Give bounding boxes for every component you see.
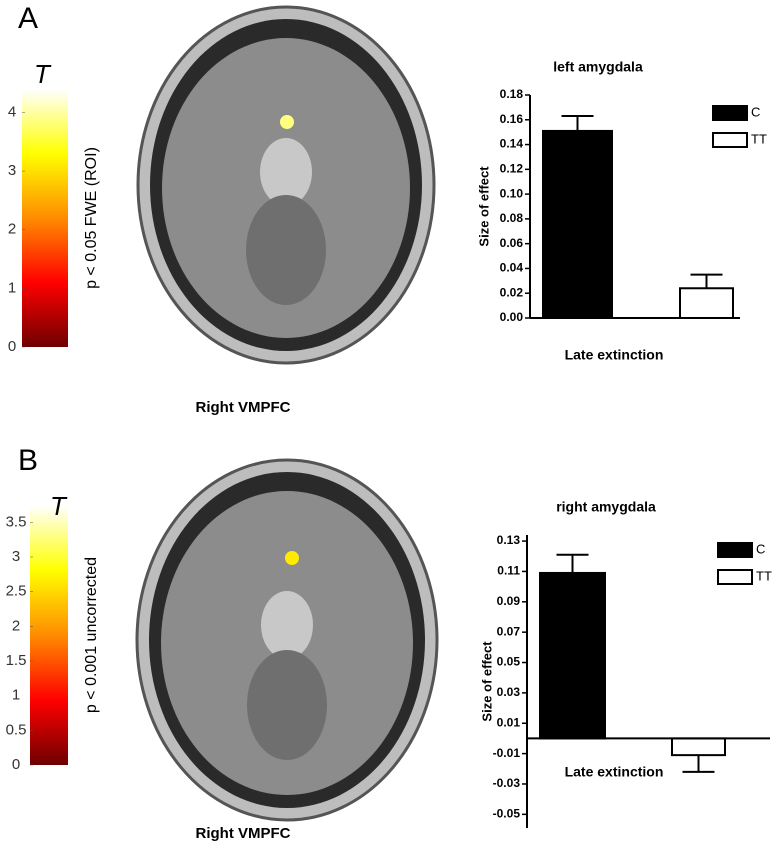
y-tick-label: 0.05 <box>497 655 521 669</box>
y-tick-label: -0.03 <box>493 776 521 790</box>
bar-chart: left amygdala 0.00 0.02 0.04 0.06 0.08 0.10 0.1… <box>476 59 767 363</box>
legend-label: TT <box>751 131 767 146</box>
chart-title: right amygdala <box>556 499 656 515</box>
colorbar-tick-label: 2 <box>12 617 20 634</box>
brain-image <box>136 5 436 365</box>
colorbar-tick-label: 1 <box>8 279 16 296</box>
colorbar-tick-label: 4 <box>8 103 16 120</box>
colorbar-tick-label: 1 <box>12 687 20 704</box>
y-tick-label: 0.13 <box>497 533 521 547</box>
bar <box>671 737 726 757</box>
y-tick-label: 0.07 <box>497 624 521 638</box>
y-tick-label: 0.10 <box>500 186 524 200</box>
y-tick-label: 0.12 <box>500 162 524 176</box>
legend-label: C <box>756 541 765 556</box>
y-tick-label: 0.18 <box>500 87 524 101</box>
bar <box>542 129 613 319</box>
bar-chart: right amygdala -0.05 -0.03 -0.01 0.01 0.03 0.0… <box>479 499 772 828</box>
y-tick-label: 0.11 <box>497 564 520 578</box>
x-axis-label: Late extinction <box>565 764 664 780</box>
y-tick-label: 0.06 <box>500 236 524 250</box>
colorbar-label: p < 0.001 uncorrected <box>83 557 100 713</box>
colorbar-tick-label: 3.5 <box>6 513 27 530</box>
y-tick-label: 0.01 <box>497 715 521 729</box>
y-axis-label: Size of effect <box>479 641 494 722</box>
y-tick-label: 0.14 <box>500 137 524 151</box>
legend-swatch <box>712 105 748 121</box>
y-tick-label: 0.08 <box>500 211 524 225</box>
panel-label: B <box>18 444 38 477</box>
colorbar-title: T <box>50 491 68 521</box>
legend-swatch <box>712 132 748 148</box>
colorbar-tick-label: 0.5 <box>6 721 27 738</box>
colorbar-tick-label: 1.5 <box>6 652 27 669</box>
y-axis-label: Size of effect <box>476 166 491 247</box>
colorbar-chart: 0 0.5 1 1.5 2 2.5 3 3.5 Tp < 0.001 uncorrected <box>6 491 101 773</box>
caption: Right VMPFC <box>196 825 291 842</box>
colorbar-tick-label: 0 <box>12 756 20 773</box>
y-tick-label: -0.05 <box>493 807 521 821</box>
legend-label: TT <box>756 568 772 583</box>
colorbar-tick-label: 2 <box>8 221 16 238</box>
y-tick-label: 0.04 <box>500 261 524 275</box>
colorbar-tick-label: 3 <box>12 548 20 565</box>
colorbar <box>30 505 68 765</box>
chart-title: left amygdala <box>553 59 643 75</box>
colorbar-tick-label: 0 <box>8 338 16 355</box>
colorbar-label: p < 0.05 FWE (ROI) <box>83 147 100 289</box>
y-tick-label: 0.02 <box>500 285 524 299</box>
colorbar-tick-label: 2.5 <box>6 583 27 600</box>
bar <box>679 287 734 319</box>
legend-label: C <box>751 104 760 119</box>
y-tick-label: 0.03 <box>497 685 521 699</box>
y-tick-label: 0.09 <box>497 594 521 608</box>
y-tick-label: 0.00 <box>500 310 524 324</box>
bar <box>539 571 606 740</box>
y-tick-label: -0.01 <box>493 746 521 760</box>
legend-swatch <box>717 569 753 585</box>
panel-label: A <box>18 2 38 35</box>
colorbar <box>22 89 68 347</box>
colorbar-chart: 0 1 2 3 4 Tp < 0.05 FWE (ROI) <box>8 59 100 355</box>
caption: Right VMPFC <box>196 399 291 416</box>
y-tick-label: 0.16 <box>500 112 524 126</box>
legend-swatch <box>717 542 753 558</box>
colorbar-tick-label: 3 <box>8 162 16 179</box>
x-axis-label: Late extinction <box>565 347 664 363</box>
colorbar-title: T <box>34 59 52 89</box>
brain-image <box>135 458 439 822</box>
